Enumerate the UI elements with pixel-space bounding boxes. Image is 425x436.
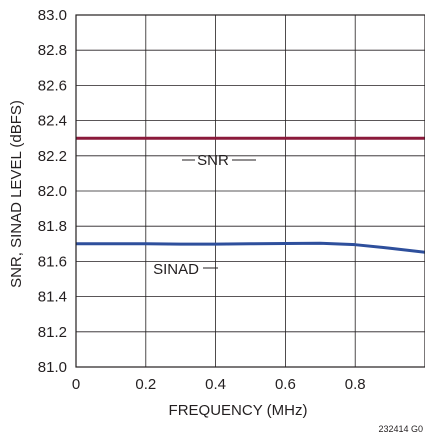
y-tick-label: 81.4 [38, 289, 67, 306]
plot-frame [75, 14, 425, 368]
x-tick-label: 0.4 [205, 376, 226, 393]
sinad-label: SINAD [153, 261, 199, 278]
tick-labels: 83.0 82.8 82.6 82.4 82.2 82.0 81.8 81.6 81.4 81.2… [38, 7, 366, 393]
y-tick-label: 82.8 [38, 42, 67, 59]
figure-id: 232414 G0 [378, 424, 423, 434]
series-lines [76, 136, 425, 254]
y-tick-label: 81.6 [38, 253, 67, 270]
y-tick-label: 82.0 [38, 183, 67, 200]
x-tick-label: 0.8 [345, 376, 366, 393]
grid [76, 15, 425, 367]
snr-label: SNR [197, 152, 229, 169]
y-tick-label: 81.0 [38, 359, 67, 376]
y-tick-label: 82.4 [38, 113, 67, 130]
x-axis-title: FREQUENCY (MHz) [169, 402, 308, 419]
y-axis-title: SNR, SINAD LEVEL (dBFS) [8, 100, 25, 288]
y-tick-label: 82.6 [38, 77, 67, 94]
sinad-line [76, 241, 425, 254]
y-tick-label: 82.2 [38, 148, 67, 165]
x-tick-label: 0.6 [275, 376, 296, 393]
y-tick-label: 81.8 [38, 218, 67, 235]
y-tick-label: 81.2 [38, 324, 67, 341]
y-tick-label: 83.0 [38, 7, 67, 24]
x-tick-label: 0 [72, 376, 80, 393]
x-tick-label: 0.2 [135, 376, 156, 393]
